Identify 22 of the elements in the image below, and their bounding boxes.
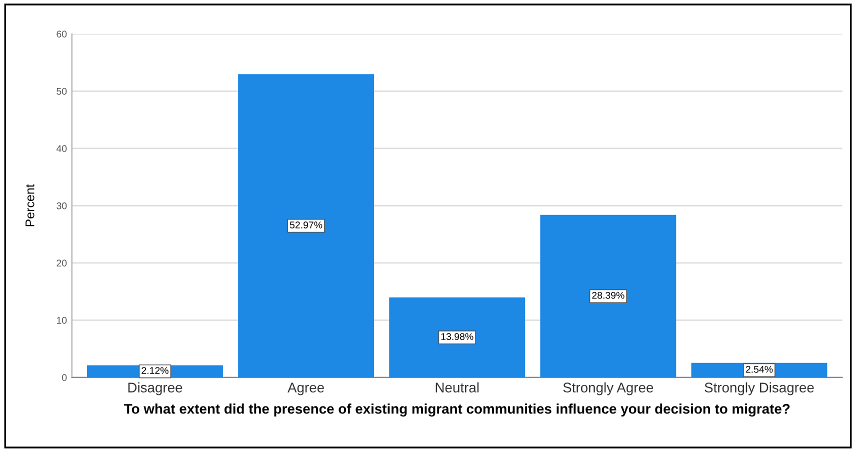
- y-tick-label: 30: [56, 202, 67, 210]
- x-axis-title: To what extent did the presence of existing migrant communities influence your decision to migrate?: [124, 404, 790, 417]
- x-tick-label: Agree: [288, 382, 324, 396]
- y-tick-label: 40: [56, 145, 67, 152]
- y-tick-label: 60: [56, 30, 67, 38]
- data-label: 52.97%: [290, 222, 322, 228]
- x-tick-label: Neutral: [436, 382, 479, 392]
- y-tick-label: 20: [56, 260, 67, 267]
- data-label: 13.98%: [441, 333, 474, 340]
- data-label: 2.12%: [142, 367, 168, 374]
- bar: [238, 74, 374, 378]
- x-tick-label: Disagree: [128, 382, 182, 396]
- y-tick-label: 50: [56, 88, 67, 95]
- y-axis-title: Percent: [26, 184, 34, 226]
- y-tick-label: 10: [56, 316, 67, 324]
- bar: [540, 214, 676, 378]
- data-label: 28.39%: [592, 292, 624, 299]
- data-label: 2.54%: [746, 366, 773, 373]
- x-tick-label: Strongly Agree: [563, 382, 654, 396]
- bar: [389, 297, 526, 378]
- x-tick-label: Strongly Disagree: [704, 382, 814, 396]
- y-tick-label: 0: [62, 374, 67, 382]
